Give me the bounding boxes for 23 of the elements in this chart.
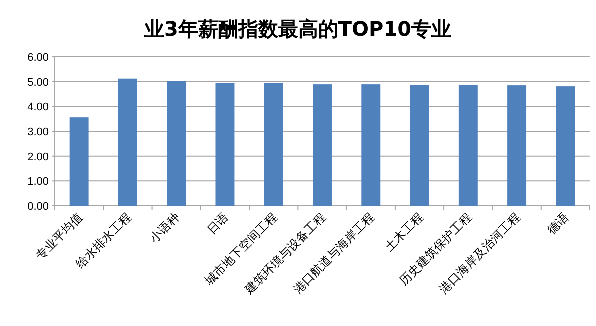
y-tick-label: 5.00 <box>28 76 49 89</box>
bar <box>264 83 284 206</box>
bar <box>508 86 527 206</box>
y-tick-label: 0.00 <box>28 201 49 213</box>
bar <box>556 86 576 206</box>
bar <box>458 85 478 206</box>
x-tick-label: 德语 <box>544 210 572 238</box>
bar <box>410 85 430 206</box>
bar <box>70 118 89 206</box>
y-tick-label: 3.00 <box>28 126 49 138</box>
x-tick-label: 日语 <box>204 210 232 238</box>
bar <box>313 84 332 206</box>
bar <box>216 83 235 206</box>
y-tick-label: 4.00 <box>28 102 49 114</box>
chart-title: 业3年薪酬指数最高的TOP10专业 <box>143 17 452 41</box>
bar <box>362 84 381 206</box>
bar <box>118 78 138 206</box>
x-tick-label: 土木工程 <box>382 210 426 254</box>
y-tick-label: 6.00 <box>28 52 49 64</box>
y-tick-label: 1.00 <box>28 176 49 188</box>
x-tick-label: 小语种 <box>147 210 183 246</box>
bar <box>167 81 186 206</box>
y-tick-label: 2.00 <box>28 151 49 164</box>
